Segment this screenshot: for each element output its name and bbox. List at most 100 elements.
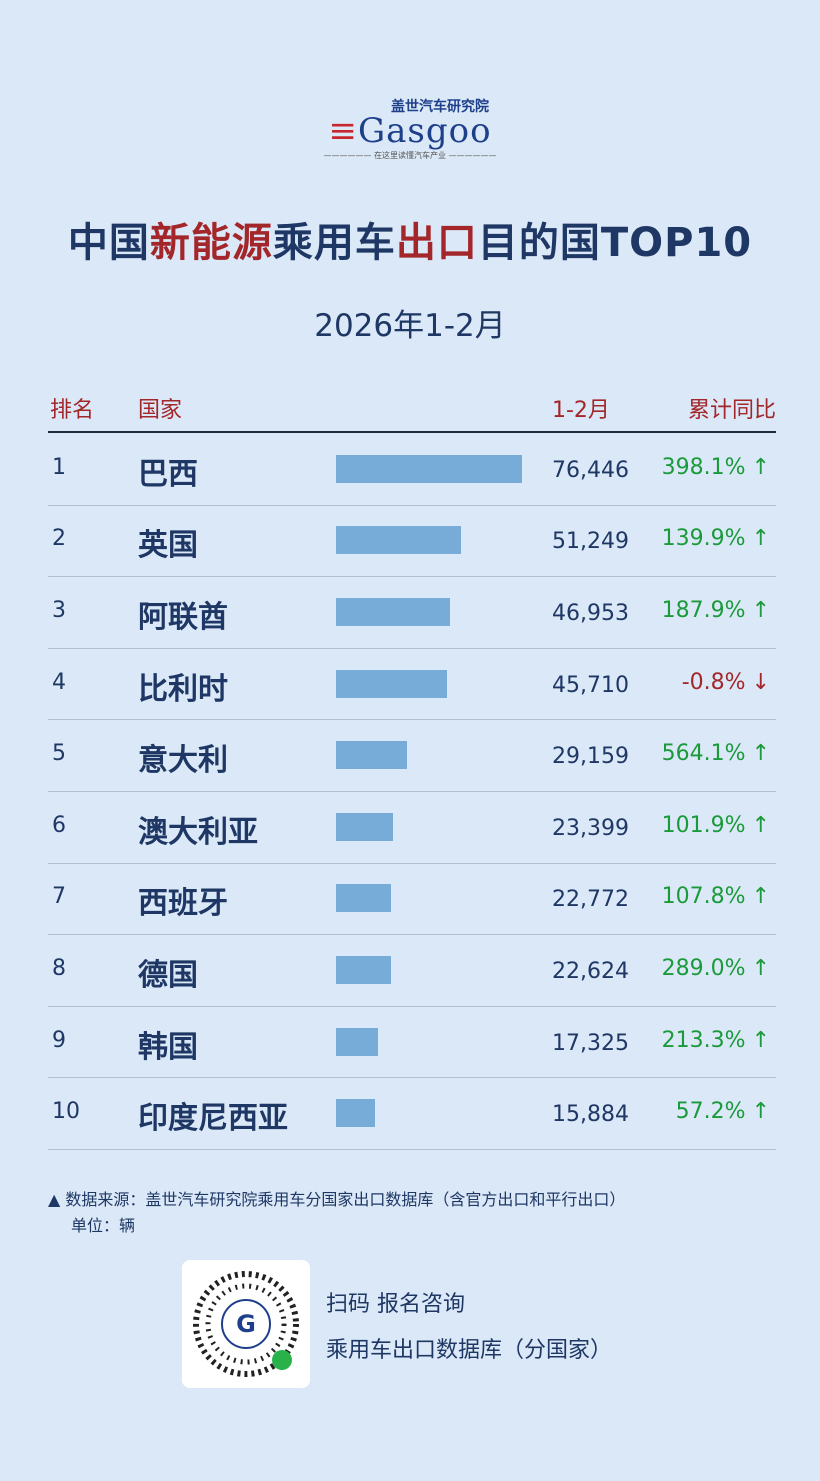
yoy: 398.1% ↑	[662, 455, 770, 480]
row-line	[48, 576, 776, 578]
row-line	[48, 719, 776, 721]
value: 23,399	[552, 815, 629, 841]
row-line	[48, 504, 776, 506]
yoy-value: 101.9%	[661, 812, 746, 838]
rank: 8	[52, 956, 66, 981]
value: 17,325	[552, 1030, 629, 1056]
value: 15,884	[552, 1102, 629, 1128]
rank: 10	[52, 1099, 80, 1125]
country: 比利时	[138, 671, 228, 707]
row-line	[48, 934, 776, 936]
row-line	[48, 1005, 776, 1007]
country: 英国	[138, 528, 198, 564]
yoy: -0.8% ↓	[682, 670, 770, 695]
qr-line1: 扫码 报名咨询	[326, 1292, 465, 1317]
title-part: 中国	[67, 220, 150, 266]
logo-en-text: Gasgoo	[357, 111, 492, 151]
yoy: 289.0% ↑	[662, 956, 770, 981]
yoy-arrow: ↑	[751, 454, 770, 480]
yoy-value: 107.8%	[661, 884, 746, 910]
tagline-text: 在这里读懂汽车产业	[374, 151, 446, 160]
yoy-arrow: ↓	[751, 669, 770, 695]
header-rule	[48, 431, 776, 433]
row-line	[48, 1077, 776, 1079]
value: 22,624	[552, 959, 629, 984]
col-header: 排名	[50, 398, 95, 423]
yoy: 107.8% ↑	[662, 884, 770, 909]
yoy: 139.9% ↑	[662, 526, 770, 551]
tagline: —————— 在这里读懂汽车产业 ——————	[323, 151, 497, 160]
bar	[336, 884, 392, 913]
subtitle: 2026年1-2月	[314, 308, 506, 344]
yoy-value: 564.1%	[661, 741, 746, 767]
bar	[336, 741, 407, 770]
bar	[336, 1099, 375, 1128]
yoy-arrow: ↑	[751, 1027, 770, 1053]
logo-en: ≡Gasgoo	[328, 111, 492, 151]
value: 46,953	[552, 601, 629, 626]
title-part: 出口	[395, 220, 478, 266]
title-part: 新能源	[149, 220, 273, 266]
col-header: 累计同比	[687, 398, 776, 423]
yoy-arrow: ↑	[751, 526, 770, 552]
country: 阿联酋	[138, 600, 228, 635]
unit: 单位：辆	[71, 1216, 136, 1235]
yoy-arrow: ↑	[751, 598, 770, 623]
source-text: 数据来源：盖世汽车研究院乘用车分国家出口数据库（含官方出口和平行出口）	[65, 1190, 626, 1209]
yoy-value: 57.2%	[675, 1099, 746, 1125]
country: 德国	[138, 958, 198, 993]
country: 西班牙	[138, 886, 228, 922]
bar	[336, 454, 522, 483]
yoy-arrow: ↑	[751, 1099, 770, 1125]
bar	[336, 812, 393, 841]
rank: 5	[52, 741, 66, 767]
row-line	[48, 1149, 776, 1150]
logo: 盖世汽车研究院 ≡Gasgoo —————— 在这里读懂汽车产业 ——————	[0, 96, 820, 161]
qr-line2: 乘用车出口数据库（分国家）	[326, 1338, 613, 1363]
yoy-arrow: ↑	[751, 812, 770, 838]
col-header: 1-2月	[552, 398, 610, 423]
yoy-value: -0.8%	[681, 669, 746, 695]
bar	[336, 956, 392, 984]
rank: 3	[52, 598, 66, 623]
yoy: 213.3% ↑	[662, 1028, 770, 1053]
yoy-value: 289.0%	[661, 956, 746, 981]
row-line	[48, 862, 776, 864]
value: 29,159	[552, 744, 629, 770]
bar	[336, 1027, 379, 1056]
bar	[336, 669, 448, 698]
col-header: 国家	[138, 398, 183, 423]
rank: 4	[52, 669, 66, 695]
qr-card: G	[182, 1260, 310, 1388]
rank: 9	[52, 1027, 66, 1053]
yoy-arrow: ↑	[751, 956, 770, 981]
title: 中国新能源乘用车出口目的国TOP10	[0, 210, 820, 268]
value: 76,446	[552, 457, 629, 483]
yoy: 101.9% ↑	[662, 813, 770, 838]
rank: 1	[52, 454, 66, 480]
yoy-arrow: ↑	[751, 741, 770, 767]
country: 巴西	[138, 456, 198, 492]
svg-text:G: G	[236, 1310, 256, 1338]
yoy: 57.2% ↑	[676, 1099, 770, 1124]
value: 51,249	[552, 529, 629, 555]
country: 意大利	[138, 743, 228, 779]
qr-code: G	[193, 1271, 299, 1377]
country: 澳大利亚	[138, 814, 258, 850]
yoy-value: 213.3%	[661, 1027, 746, 1053]
title-part: 乘用车	[272, 220, 396, 266]
title-part: 目的国TOP10	[477, 220, 753, 266]
row-line	[48, 647, 776, 649]
yoy-arrow: ↑	[751, 884, 770, 910]
row-line	[48, 791, 776, 792]
yoy-value: 398.1%	[661, 454, 746, 480]
source: ▲ 数据来源：盖世汽车研究院乘用车分国家出口数据库（含官方出口和平行出口）	[48, 1190, 626, 1209]
value: 22,772	[552, 887, 629, 913]
logo-cn: 盖世汽车研究院	[391, 99, 489, 115]
bar	[336, 598, 451, 626]
yoy: 187.9% ↑	[662, 598, 770, 623]
bar	[336, 526, 461, 555]
value: 45,710	[552, 672, 629, 698]
rank: 2	[52, 526, 66, 552]
